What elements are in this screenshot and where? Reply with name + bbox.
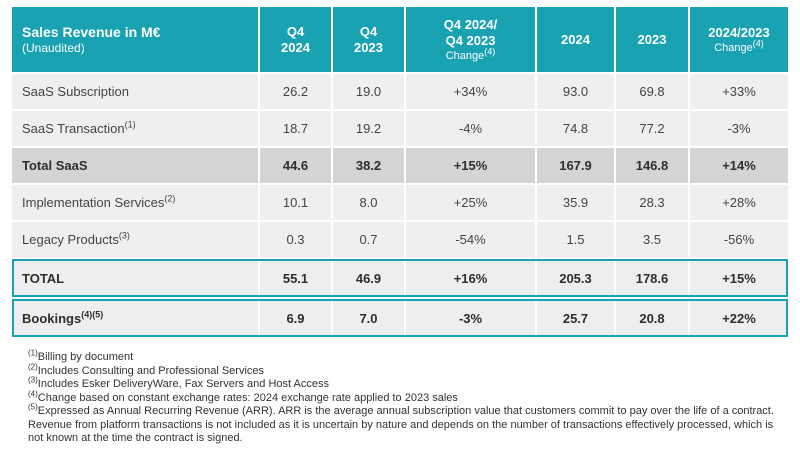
- cell-value: 28.3: [616, 185, 688, 220]
- cell-value: +15%: [406, 148, 535, 183]
- footnotes: (1)Billing by document (2)Includes Consu…: [28, 348, 776, 446]
- column-header-q4-2023: Q4 2023: [333, 7, 404, 72]
- table-row-saas-subscription: SaaS Subscription 26.2 19.0 +34% 93.0 69…: [12, 74, 788, 109]
- row-label: Total SaaS: [22, 158, 88, 173]
- footnote-2: (2)Includes Consulting and Professional …: [28, 361, 265, 377]
- sales-revenue-table: Sales Revenue in M€ (Unaudited) Q4 2024 …: [12, 7, 788, 339]
- cell-value: 146.8: [616, 148, 688, 183]
- cell-value: 44.6: [260, 148, 331, 183]
- cell-value: 178.6: [616, 259, 688, 297]
- cell-value: 25.7: [537, 299, 614, 337]
- table-row-legacy-products: Legacy Products(3) 0.3 0.7 -54% 1.5 3.5 …: [12, 222, 788, 257]
- cell-value: +22%: [690, 299, 788, 337]
- cell-value: 19.0: [333, 74, 404, 109]
- footnote-1: (1)Billing by document: [28, 348, 134, 363]
- cell-value: +14%: [690, 148, 788, 183]
- cell-value: 167.9: [537, 148, 614, 183]
- row-label: Implementation Services(2): [22, 193, 176, 210]
- cell-value: +25%: [406, 185, 535, 220]
- cell-value: 1.5: [537, 222, 614, 257]
- row-label: Legacy Products(3): [22, 230, 130, 247]
- cell-value: 6.9: [260, 299, 331, 337]
- cell-value: -4%: [406, 111, 535, 146]
- cell-value: 93.0: [537, 74, 614, 109]
- cell-value: 35.9: [537, 185, 614, 220]
- table-subtitle: (Unaudited): [22, 41, 85, 55]
- cell-value: 69.8: [616, 74, 688, 109]
- column-header-2024: 2024: [537, 7, 614, 72]
- cell-value: 10.1: [260, 185, 331, 220]
- cell-value: 7.0: [333, 299, 404, 337]
- cell-value: +33%: [690, 74, 788, 109]
- row-label: Bookings(4)(5): [22, 309, 104, 326]
- cell-value: 205.3: [537, 259, 614, 297]
- cell-value: 38.2: [333, 148, 404, 183]
- cell-value: +34%: [406, 74, 535, 109]
- row-label: SaaS Transaction(1): [22, 119, 136, 136]
- cell-value: 3.5: [616, 222, 688, 257]
- cell-value: -56%: [690, 222, 788, 257]
- cell-value: 74.8: [537, 111, 614, 146]
- cell-value: 26.2: [260, 74, 331, 109]
- table-row-total-saas: Total SaaS 44.6 38.2 +15% 167.9 146.8 +1…: [12, 148, 788, 183]
- cell-value: 0.7: [333, 222, 404, 257]
- row-label: TOTAL: [22, 270, 65, 286]
- cell-value: 55.1: [260, 259, 331, 297]
- column-header-q4-2024: Q4 2024: [260, 7, 331, 72]
- footnote-3: (3)Includes Esker DeliveryWare, Fax Serv…: [28, 375, 329, 390]
- cell-value: -3%: [406, 299, 535, 337]
- cell-value: 46.9: [333, 259, 404, 297]
- column-header-q4-change: Q4 2024/ Q4 2023 Change(4): [406, 7, 535, 72]
- cell-value: -54%: [406, 222, 535, 257]
- column-header-2023: 2023: [616, 7, 688, 72]
- table-header-row: Sales Revenue in M€ (Unaudited) Q4 2024 …: [12, 7, 788, 72]
- column-header-fy-change: 2024/2023 Change(4): [690, 7, 788, 72]
- table-row-total: TOTAL 55.1 46.9 +16% 205.3 178.6 +15%: [12, 259, 788, 297]
- row-label: SaaS Subscription: [22, 84, 129, 99]
- table-row-implementation-services: Implementation Services(2) 10.1 8.0 +25%…: [12, 185, 788, 220]
- cell-value: 77.2: [616, 111, 688, 146]
- header-title-cell: Sales Revenue in M€ (Unaudited): [12, 7, 258, 72]
- footnote-4: (4)Change based on constant exchange rat…: [28, 388, 458, 404]
- cell-value: 8.0: [333, 185, 404, 220]
- footnote-5: (5)Expressed as Annual Recurring Revenue…: [28, 402, 774, 444]
- cell-value: 0.3: [260, 222, 331, 257]
- cell-value: 20.8: [616, 299, 688, 337]
- cell-value: 19.2: [333, 111, 404, 146]
- cell-value: +15%: [690, 259, 788, 297]
- cell-value: -3%: [690, 111, 788, 146]
- cell-value: +28%: [690, 185, 788, 220]
- table-row-saas-transaction: SaaS Transaction(1) 18.7 19.2 -4% 74.8 7…: [12, 111, 788, 146]
- table-row-bookings: Bookings(4)(5) 6.9 7.0 -3% 25.7 20.8 +22…: [12, 299, 788, 337]
- cell-value: 18.7: [260, 111, 331, 146]
- table-title: Sales Revenue in M€: [22, 24, 161, 40]
- cell-value: +16%: [406, 259, 535, 297]
